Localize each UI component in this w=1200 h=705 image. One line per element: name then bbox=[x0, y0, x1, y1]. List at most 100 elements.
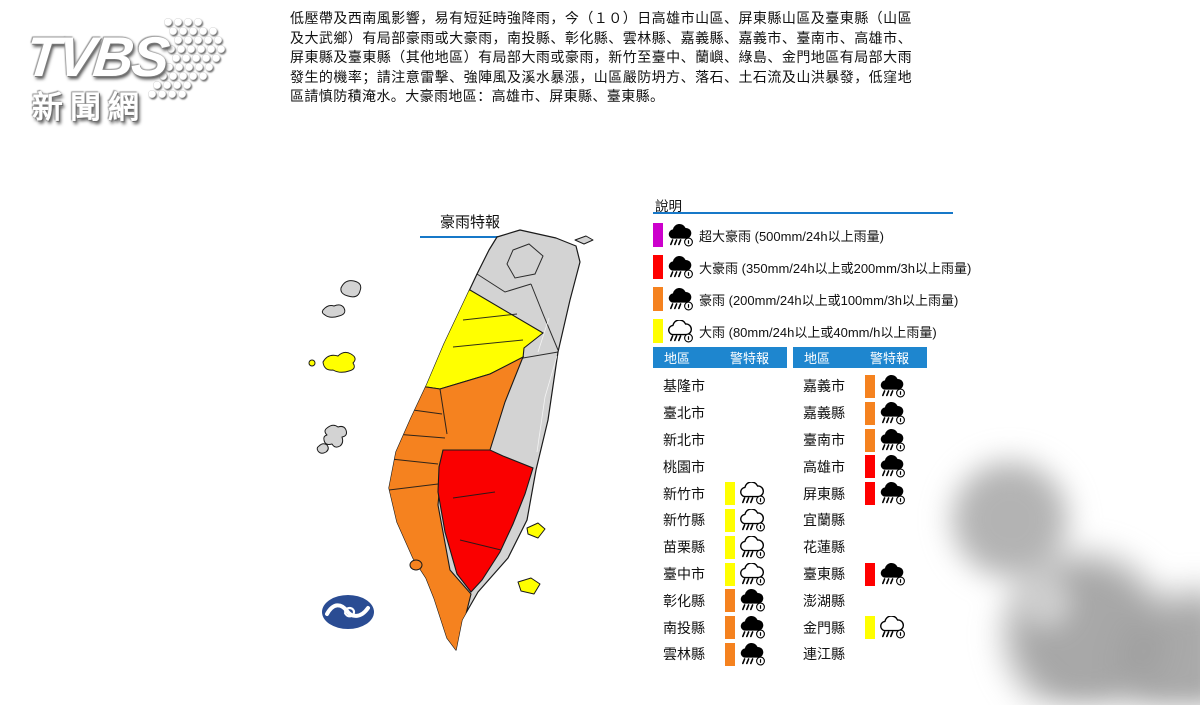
warning-icon bbox=[865, 562, 906, 586]
table-row: 新竹市 bbox=[653, 480, 787, 507]
table-row: 花蓮縣 bbox=[793, 534, 927, 561]
rain-cloud-icon bbox=[878, 375, 906, 398]
warning-icon bbox=[725, 642, 766, 666]
column-header-warning: 警特報 bbox=[870, 351, 910, 366]
island-orchid-island bbox=[517, 577, 541, 595]
region-name: 新竹縣 bbox=[663, 512, 705, 529]
table-header: 地區 警特報 bbox=[653, 347, 787, 368]
warning-icon bbox=[865, 455, 906, 479]
table-row: 桃園市 bbox=[653, 453, 787, 480]
warning-color-swatch bbox=[865, 428, 875, 452]
map-region-red bbox=[437, 449, 534, 593]
region-name: 彰化縣 bbox=[663, 592, 705, 609]
warning-color-swatch bbox=[865, 562, 875, 586]
warning-color-swatch bbox=[725, 642, 735, 666]
rain-cloud-icon bbox=[878, 616, 906, 639]
rain-cloud-icon bbox=[666, 255, 694, 279]
rain-cloud-icon bbox=[738, 482, 766, 505]
warning-color-swatch bbox=[865, 401, 875, 425]
region-name: 高雄市 bbox=[803, 458, 845, 475]
warning-icon bbox=[865, 616, 906, 640]
region-name: 嘉義縣 bbox=[803, 405, 845, 422]
legend-divider bbox=[653, 212, 953, 214]
warning-table-east: 地區 警特報 嘉義市 bbox=[793, 347, 927, 668]
cwb-logo bbox=[322, 595, 374, 629]
column-header-region: 地區 bbox=[804, 351, 831, 366]
warning-color-swatch bbox=[725, 562, 735, 586]
legend-items: 超大豪雨 (500mm/24h以上雨量) 大豪雨 (35 bbox=[653, 219, 971, 347]
table-row: 屏東縣 bbox=[793, 480, 927, 507]
weather-announcement-text: 低壓帶及西南風影響，易有短延時強降雨，今（１０）日高雄市山區、屏東縣山區及臺東縣… bbox=[290, 10, 912, 105]
rain-cloud-icon bbox=[738, 616, 766, 639]
table-row: 苗栗縣 bbox=[653, 534, 787, 561]
table-row: 澎湖縣 bbox=[793, 587, 927, 614]
island-matsu-north bbox=[340, 280, 362, 298]
island-green-island bbox=[526, 522, 546, 539]
rain-cloud-icon bbox=[738, 589, 766, 612]
legend-item: 大豪雨 (350mm/24h以上或200mm/3h以上雨量) bbox=[653, 251, 971, 283]
region-name: 臺南市 bbox=[803, 431, 845, 448]
warning-color-swatch bbox=[725, 616, 735, 640]
table-row: 臺北市 bbox=[653, 400, 787, 427]
region-name: 雲林縣 bbox=[663, 646, 705, 663]
warning-icon bbox=[865, 401, 906, 425]
warning-color-swatch bbox=[725, 482, 735, 506]
table-row: 基隆市 bbox=[653, 373, 787, 400]
tvbs-brand-text: TVBS bbox=[22, 25, 171, 88]
warning-color-swatch bbox=[725, 508, 735, 532]
table-row: 彰化縣 bbox=[653, 587, 787, 614]
weather-warning-page: { "logo": { "brand": "TVBS", "subtitle":… bbox=[22, 10, 1200, 705]
rain-cloud-icon bbox=[738, 508, 766, 532]
warning-color-swatch bbox=[725, 535, 735, 559]
rain-cloud-icon bbox=[878, 401, 906, 425]
warning-color-swatch bbox=[653, 287, 663, 311]
warning-icon bbox=[725, 482, 766, 506]
region-name: 臺東縣 bbox=[803, 565, 845, 582]
table-row: 金門縣 bbox=[793, 614, 927, 641]
warning-icon bbox=[725, 562, 766, 586]
rain-cloud-icon bbox=[738, 535, 766, 559]
rain-cloud-icon bbox=[878, 428, 906, 452]
region-name: 澎湖縣 bbox=[803, 592, 845, 609]
warning-icon bbox=[865, 428, 906, 452]
legend-item: 超大豪雨 (500mm/24h以上雨量) bbox=[653, 219, 963, 251]
table-row: 臺中市 bbox=[653, 561, 787, 588]
table-row: 新竹縣 bbox=[653, 507, 787, 534]
region-name: 臺中市 bbox=[663, 565, 705, 582]
table-row: 高雄市 bbox=[793, 453, 927, 480]
warning-color-swatch bbox=[725, 589, 735, 613]
region-name: 宜蘭縣 bbox=[803, 512, 845, 529]
region-name: 屏東縣 bbox=[803, 485, 845, 502]
legend-label: 大雨 (80mm/24h以上或40mm/h以上雨量) bbox=[699, 324, 937, 340]
warning-icon bbox=[725, 508, 766, 532]
region-name: 基隆市 bbox=[663, 378, 705, 395]
table-row: 宜蘭縣 bbox=[793, 507, 927, 534]
legend-item: 豪雨 (200mm/24h以上或100mm/3h以上雨量) bbox=[653, 283, 963, 315]
region-name: 嘉義市 bbox=[803, 378, 845, 395]
rain-cloud-icon bbox=[666, 287, 694, 311]
rain-cloud-icon bbox=[666, 223, 694, 247]
island-penghu-south bbox=[316, 443, 329, 454]
table-row: 嘉義市 bbox=[793, 373, 927, 400]
legend-label: 超大豪雨 (500mm/24h以上雨量) bbox=[699, 228, 884, 244]
warning-color-swatch bbox=[865, 375, 875, 398]
warning-icon bbox=[865, 375, 906, 398]
rain-cloud-icon bbox=[738, 562, 766, 586]
warning-icon bbox=[865, 482, 906, 506]
warning-color-swatch bbox=[653, 255, 663, 279]
island-kinmen bbox=[322, 351, 356, 373]
island-guishan bbox=[574, 235, 594, 245]
rain-cloud-icon bbox=[738, 642, 766, 666]
region-name: 新竹市 bbox=[663, 485, 705, 502]
region-name: 新北市 bbox=[663, 431, 705, 448]
legend-label: 大豪雨 (350mm/24h以上或200mm/3h以上雨量) bbox=[699, 260, 972, 276]
legend-item: 大雨 (80mm/24h以上或40mm/h以上雨量) bbox=[653, 315, 963, 347]
region-name: 花蓮縣 bbox=[803, 539, 845, 556]
table-row: 雲林縣 bbox=[653, 641, 787, 668]
table-row: 新北市 bbox=[653, 427, 787, 454]
table-row: 臺南市 bbox=[793, 427, 927, 454]
tvbs-dot-sphere-icon bbox=[147, 17, 225, 98]
island-liuqiu bbox=[409, 559, 423, 571]
region-name: 金門縣 bbox=[803, 619, 845, 636]
column-header-region: 地區 bbox=[664, 351, 691, 366]
